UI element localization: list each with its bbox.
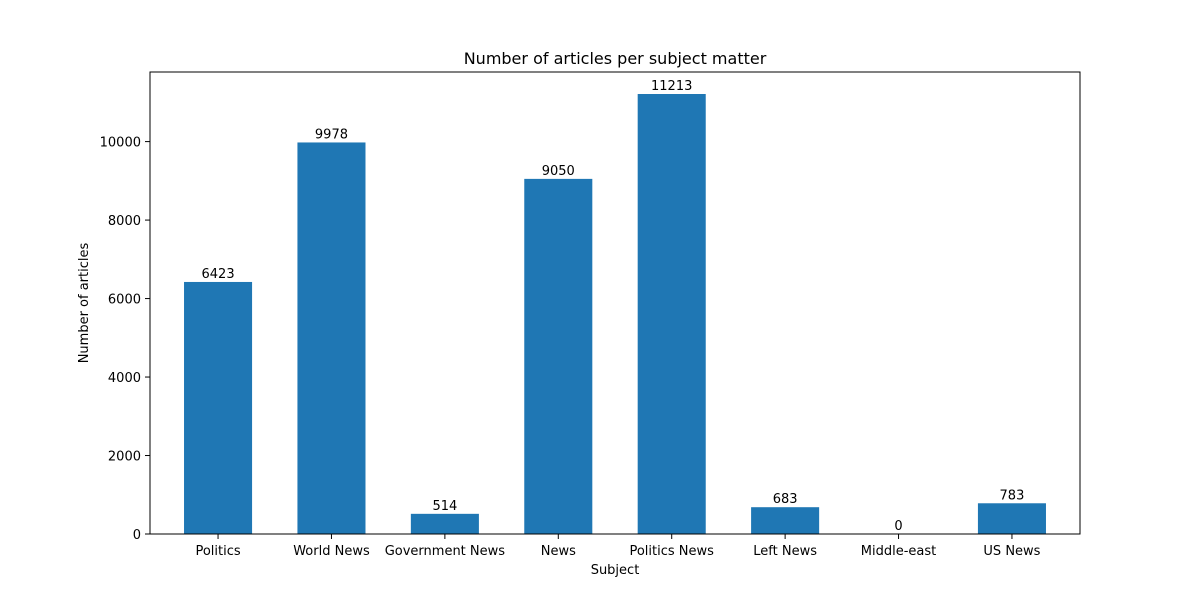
bar [637, 94, 706, 534]
bar [297, 142, 366, 534]
data-labels-layer: 6423 9978 514 9050 11213 683 0 783 [202, 79, 1025, 534]
x-axis-ticks: Politics World News Government News News Pol… [195, 534, 1041, 559]
chart-title: Number of articles per subject matter [464, 49, 767, 68]
y-tick-label: 2000 [108, 450, 141, 465]
x-tick-label: World News [293, 544, 370, 559]
x-tick-label: News [541, 544, 576, 559]
bar [977, 503, 1046, 534]
y-axis-ticks: 0 2000 4000 6000 8000 10000 [100, 136, 150, 543]
y-tick-label: 4000 [108, 371, 141, 386]
bar-value-label: 9978 [315, 127, 348, 142]
bar [751, 507, 820, 534]
bars-layer [184, 94, 1046, 535]
bar-value-label: 0 [894, 519, 902, 534]
x-tick-label: Middle-east [861, 544, 936, 559]
bar-value-label: 11213 [651, 79, 692, 94]
bar-value-label: 6423 [202, 267, 235, 282]
y-tick-label: 10000 [100, 136, 141, 151]
y-tick-label: 0 [133, 528, 141, 543]
x-tick-label: Government News [385, 544, 506, 559]
x-axis-label: Subject [591, 563, 640, 578]
bar-value-label: 683 [773, 492, 798, 507]
y-tick-label: 6000 [108, 293, 141, 308]
bar [524, 178, 593, 535]
bar-value-label: 783 [1000, 488, 1025, 503]
plot-area-frame [149, 71, 1081, 535]
axes-layer [149, 71, 1081, 535]
bar [184, 281, 253, 534]
y-tick-label: 8000 [108, 214, 141, 229]
x-tick-label: Politics [195, 544, 240, 559]
x-tick-label: Left News [753, 544, 817, 559]
y-axis-label: Number of articles [77, 242, 92, 363]
bar-value-label: 9050 [542, 164, 575, 179]
bar-value-label: 514 [432, 499, 457, 514]
x-tick-label: Politics News [629, 544, 714, 559]
x-tick-label: US News [983, 544, 1040, 559]
bar [410, 513, 479, 534]
